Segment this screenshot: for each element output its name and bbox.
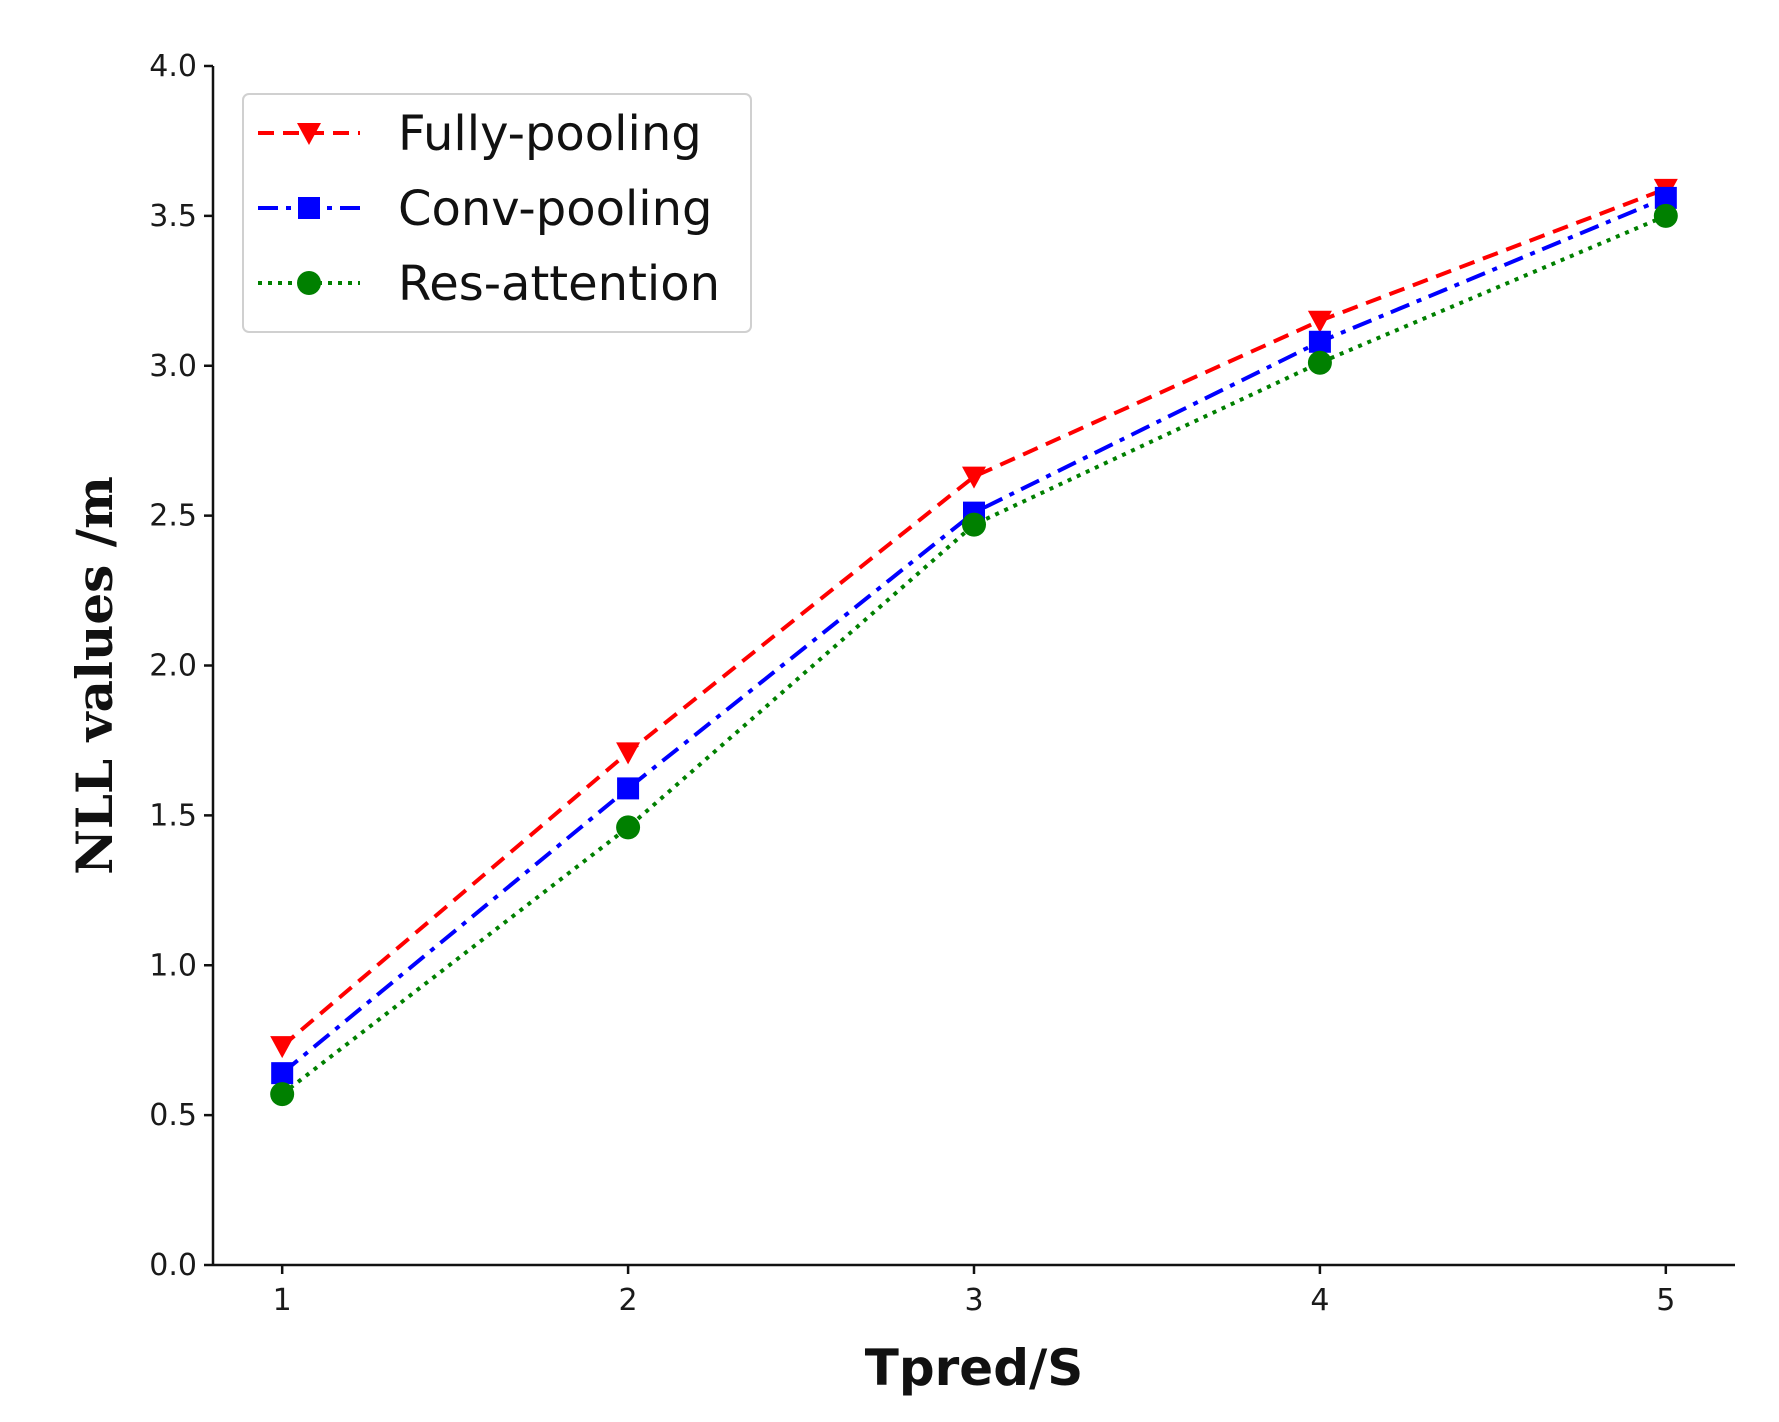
data-point-res-attention	[270, 1082, 295, 1107]
legend-item-res-attention: Res-attention	[258, 256, 720, 312]
legend-marker-res-attention	[297, 271, 321, 295]
series-res-attention	[270, 203, 1678, 1107]
data-point-fully-pooling	[962, 466, 986, 489]
data-point-conv-pooling	[1654, 186, 1677, 209]
legend-label-fully-pooling: Fully-pooling	[398, 106, 702, 162]
x-axis-label: Tpred/S	[865, 1339, 1084, 1397]
y-tick-label: 1.5	[149, 798, 197, 833]
y-tick-label: 4.0	[149, 49, 197, 84]
series-line-fully-pooling	[280, 187, 1667, 1048]
legend-item-conv-pooling: Conv-pooling	[258, 181, 713, 237]
x-tick-label: 1	[273, 1283, 292, 1318]
y-tick-label: 0.0	[149, 1248, 197, 1283]
y-tick-label: 3.0	[149, 349, 197, 384]
y-tick-label: 2.0	[149, 649, 197, 684]
x-ticks: 1 2 3 4 5	[273, 1265, 1675, 1318]
y-axis-label: NLL values /m	[65, 476, 124, 875]
legend-items: Fully-pooling Conv-pooling Res-attention	[258, 106, 720, 312]
y-tick-label: 3.5	[149, 199, 197, 234]
data-point-conv-pooling	[271, 1062, 294, 1085]
x-tick-label: 2	[619, 1283, 638, 1318]
y-tick-label: 1.0	[149, 948, 197, 983]
data-point-res-attention	[1307, 350, 1332, 375]
data-point-conv-pooling	[617, 777, 640, 800]
legend-marker-fully-pooling	[297, 123, 321, 145]
y-tick-label: 0.5	[149, 1098, 197, 1133]
data-point-fully-pooling	[1307, 310, 1332, 333]
legend-marker-conv-pooling	[298, 197, 320, 219]
data-point-res-attention	[1653, 203, 1678, 228]
series-layer	[270, 178, 1678, 1107]
data-point-res-attention	[616, 815, 641, 840]
legend-box	[242, 93, 752, 333]
x-tick-label: 3	[964, 1283, 983, 1318]
data-point-conv-pooling	[1308, 330, 1331, 353]
legend-label-conv-pooling: Conv-pooling	[398, 181, 713, 237]
x-tick-label: 4	[1310, 1283, 1329, 1318]
data-point-fully-pooling	[270, 1036, 295, 1059]
legend: Fully-pooling Conv-pooling Res-attention	[242, 93, 752, 333]
legend-label-res-attention: Res-attention	[398, 256, 720, 312]
data-point-fully-pooling	[616, 742, 641, 765]
x-tick-label: 5	[1656, 1283, 1675, 1318]
y-tick-label: 2.5	[149, 499, 197, 534]
data-point-res-attention	[962, 512, 986, 537]
y-ticks: 0.0 0.5 1.0 1.5 2.0 2.5 3.0 3.5 4.0	[149, 49, 213, 1283]
series-line-res-attention	[280, 214, 1667, 1096]
legend-item-fully-pooling: Fully-pooling	[258, 106, 702, 162]
